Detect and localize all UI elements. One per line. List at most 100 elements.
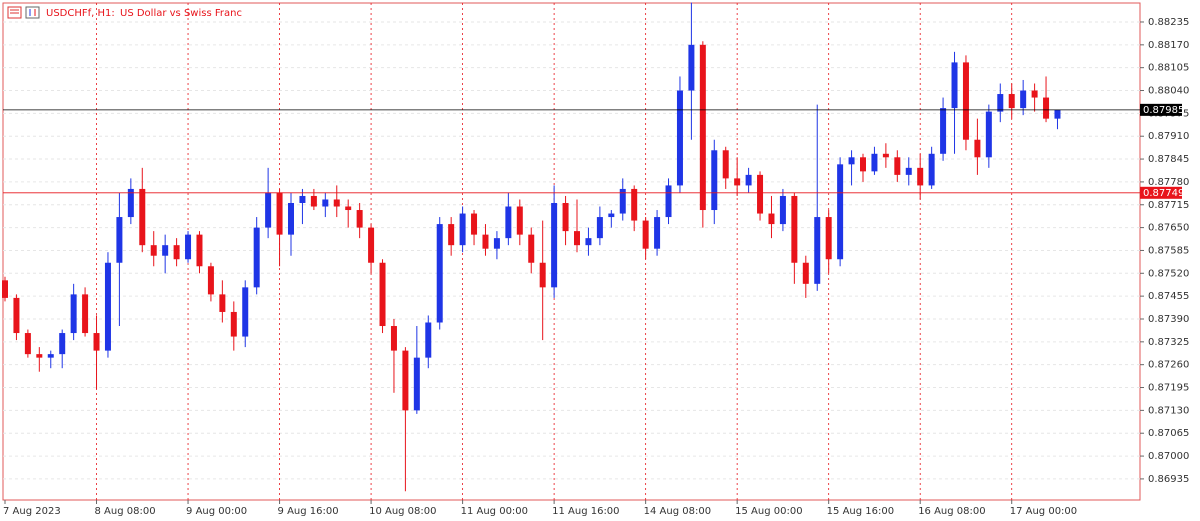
candle-body	[539, 262, 546, 288]
candle-body	[482, 234, 489, 249]
candle-body	[493, 238, 500, 249]
candle-body	[814, 217, 821, 284]
candle-body	[471, 213, 478, 235]
y-tick-label: 0.87650	[1148, 223, 1189, 234]
candle-body	[82, 294, 89, 334]
candle-body	[1031, 90, 1038, 98]
candle-body	[333, 199, 340, 207]
candle-body	[928, 153, 935, 186]
candle-body	[24, 333, 31, 355]
candle-body	[665, 185, 672, 218]
candle-body	[825, 217, 832, 260]
candle-body	[791, 195, 798, 263]
y-tick-label: 0.88105	[1148, 63, 1189, 74]
candle-body	[699, 44, 706, 211]
candle-body	[70, 294, 77, 334]
chart-subtitle: US Dollar vs Swiss Franc	[120, 8, 242, 19]
candle-body	[528, 234, 535, 263]
candle-body	[974, 139, 981, 158]
candle-body	[310, 195, 317, 207]
candle-body	[402, 350, 409, 411]
candle-body	[196, 234, 203, 267]
candle-body	[219, 294, 226, 312]
candle-body	[436, 224, 443, 323]
candle-body	[459, 213, 466, 246]
candle-body	[322, 199, 329, 207]
y-tick-label: 0.88040	[1148, 86, 1189, 97]
candle-body	[917, 167, 924, 186]
candle-body	[688, 44, 695, 91]
candle-body	[962, 62, 969, 140]
candle-body	[848, 157, 855, 165]
symbol-icon	[7, 6, 40, 19]
chart-title: USDCHFf, H1:	[46, 8, 115, 19]
candle-body	[242, 287, 249, 337]
x-tick-label: 16 Aug 08:00	[918, 506, 985, 517]
candle-body	[345, 206, 352, 211]
y-tick-label: 0.88235	[1148, 17, 1189, 28]
y-tick-label: 0.87910	[1148, 131, 1189, 142]
candle-body	[574, 231, 580, 246]
icon	[25, 6, 40, 19]
candle-body	[150, 245, 157, 256]
candle-body	[104, 262, 111, 351]
candle-body	[997, 94, 1004, 112]
candle-body	[654, 217, 661, 249]
x-tick-label: 17 Aug 00:00	[1010, 506, 1077, 517]
y-tick-label: 0.87455	[1148, 291, 1189, 302]
candle-body	[860, 157, 866, 172]
y-tick-label: 0.87000	[1148, 451, 1189, 462]
candle-body	[1043, 97, 1050, 119]
candle-body	[173, 245, 180, 260]
candle-body	[185, 234, 192, 260]
x-tick-label: 7 Aug 2023	[3, 506, 61, 517]
price-label-box	[1140, 103, 1182, 116]
y-tick-label: 0.87520	[1148, 268, 1189, 279]
candle-body	[837, 164, 844, 260]
candle-body	[608, 213, 615, 218]
candle-body	[36, 354, 43, 358]
candle-body	[585, 238, 592, 246]
x-tick-label: 8 Aug 08:00	[95, 506, 156, 517]
candle-body	[390, 326, 397, 351]
candle-body	[1054, 109, 1061, 119]
y-tick-label: 0.88170	[1148, 40, 1189, 51]
candle-body	[162, 245, 169, 256]
candle-body	[265, 192, 272, 228]
y-tick-label: 0.87585	[1148, 245, 1189, 256]
candle-body	[631, 188, 638, 221]
candle-body	[505, 206, 512, 239]
candle-body	[230, 311, 237, 337]
x-tick-label: 9 Aug 16:00	[278, 506, 339, 517]
candle-body	[642, 220, 649, 249]
x-tick-label: 15 Aug 00:00	[735, 506, 802, 517]
candle-body	[619, 188, 626, 214]
y-tick-label: 0.87195	[1148, 383, 1189, 394]
y-tick-label: 0.87325	[1148, 337, 1189, 348]
candle-body	[379, 262, 386, 327]
candle-body	[779, 195, 786, 225]
candle-body	[116, 217, 123, 263]
price-label: 0.87749	[1143, 188, 1184, 199]
x-tick-label: 9 Aug 00:00	[186, 506, 247, 517]
candle-body	[894, 157, 901, 175]
y-tick-label: 0.87780	[1148, 177, 1189, 188]
candle-body	[139, 188, 146, 246]
candle-body	[985, 111, 992, 158]
candle-body	[1008, 94, 1015, 109]
candle-body	[299, 195, 306, 203]
candle-body	[516, 206, 523, 235]
candle-body	[722, 150, 729, 179]
y-tick-label: 0.87390	[1148, 314, 1189, 325]
candle-body	[596, 217, 603, 239]
candle-body	[368, 227, 375, 263]
y-tick-label: 0.87065	[1148, 428, 1189, 439]
candle-body	[448, 224, 455, 246]
candle-body	[871, 153, 878, 172]
candle-body	[425, 322, 432, 358]
y-tick-label: 0.87260	[1148, 360, 1189, 371]
y-tick-label: 0.86935	[1148, 474, 1189, 485]
plot-frame	[2, 2, 1141, 501]
